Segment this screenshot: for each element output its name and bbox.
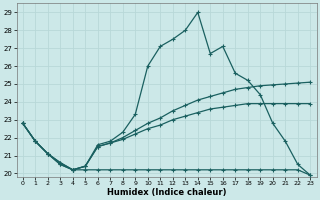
X-axis label: Humidex (Indice chaleur): Humidex (Indice chaleur) bbox=[107, 188, 226, 197]
